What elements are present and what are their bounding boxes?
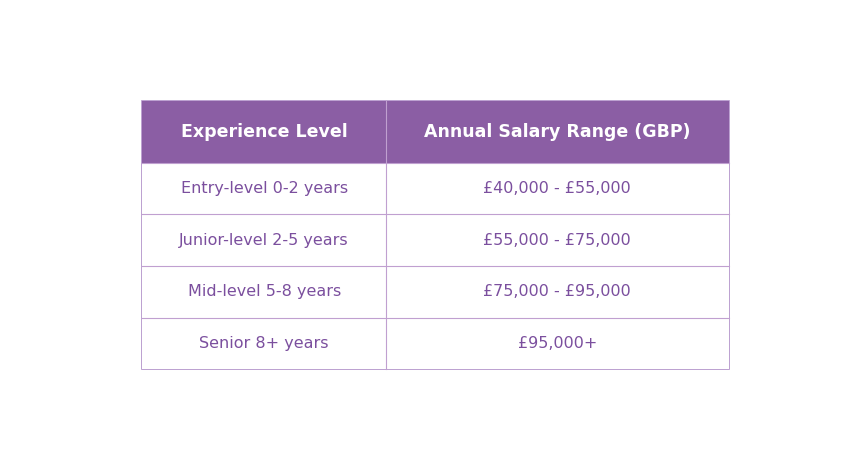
Text: £40,000 - £55,000: £40,000 - £55,000	[484, 181, 632, 196]
Bar	[143, 101, 728, 162]
Bar	[143, 318, 728, 369]
Text: Junior-level 2-5 years: Junior-level 2-5 years	[179, 233, 349, 248]
Bar	[143, 266, 728, 318]
Text: Annual Salary Range (GBP): Annual Salary Range (GBP)	[424, 123, 690, 141]
Text: £55,000 - £75,000: £55,000 - £75,000	[484, 233, 632, 248]
Text: Entry-level 0-2 years: Entry-level 0-2 years	[180, 181, 348, 196]
Bar	[143, 162, 728, 214]
Text: Senior 8+ years: Senior 8+ years	[200, 336, 329, 351]
Bar	[143, 101, 728, 369]
Text: Mid-level 5-8 years: Mid-level 5-8 years	[188, 284, 341, 299]
Text: £95,000+: £95,000+	[518, 336, 597, 351]
Text: Experience Level: Experience Level	[181, 123, 348, 141]
Bar	[143, 214, 728, 266]
Text: £75,000 - £95,000: £75,000 - £95,000	[484, 284, 632, 299]
